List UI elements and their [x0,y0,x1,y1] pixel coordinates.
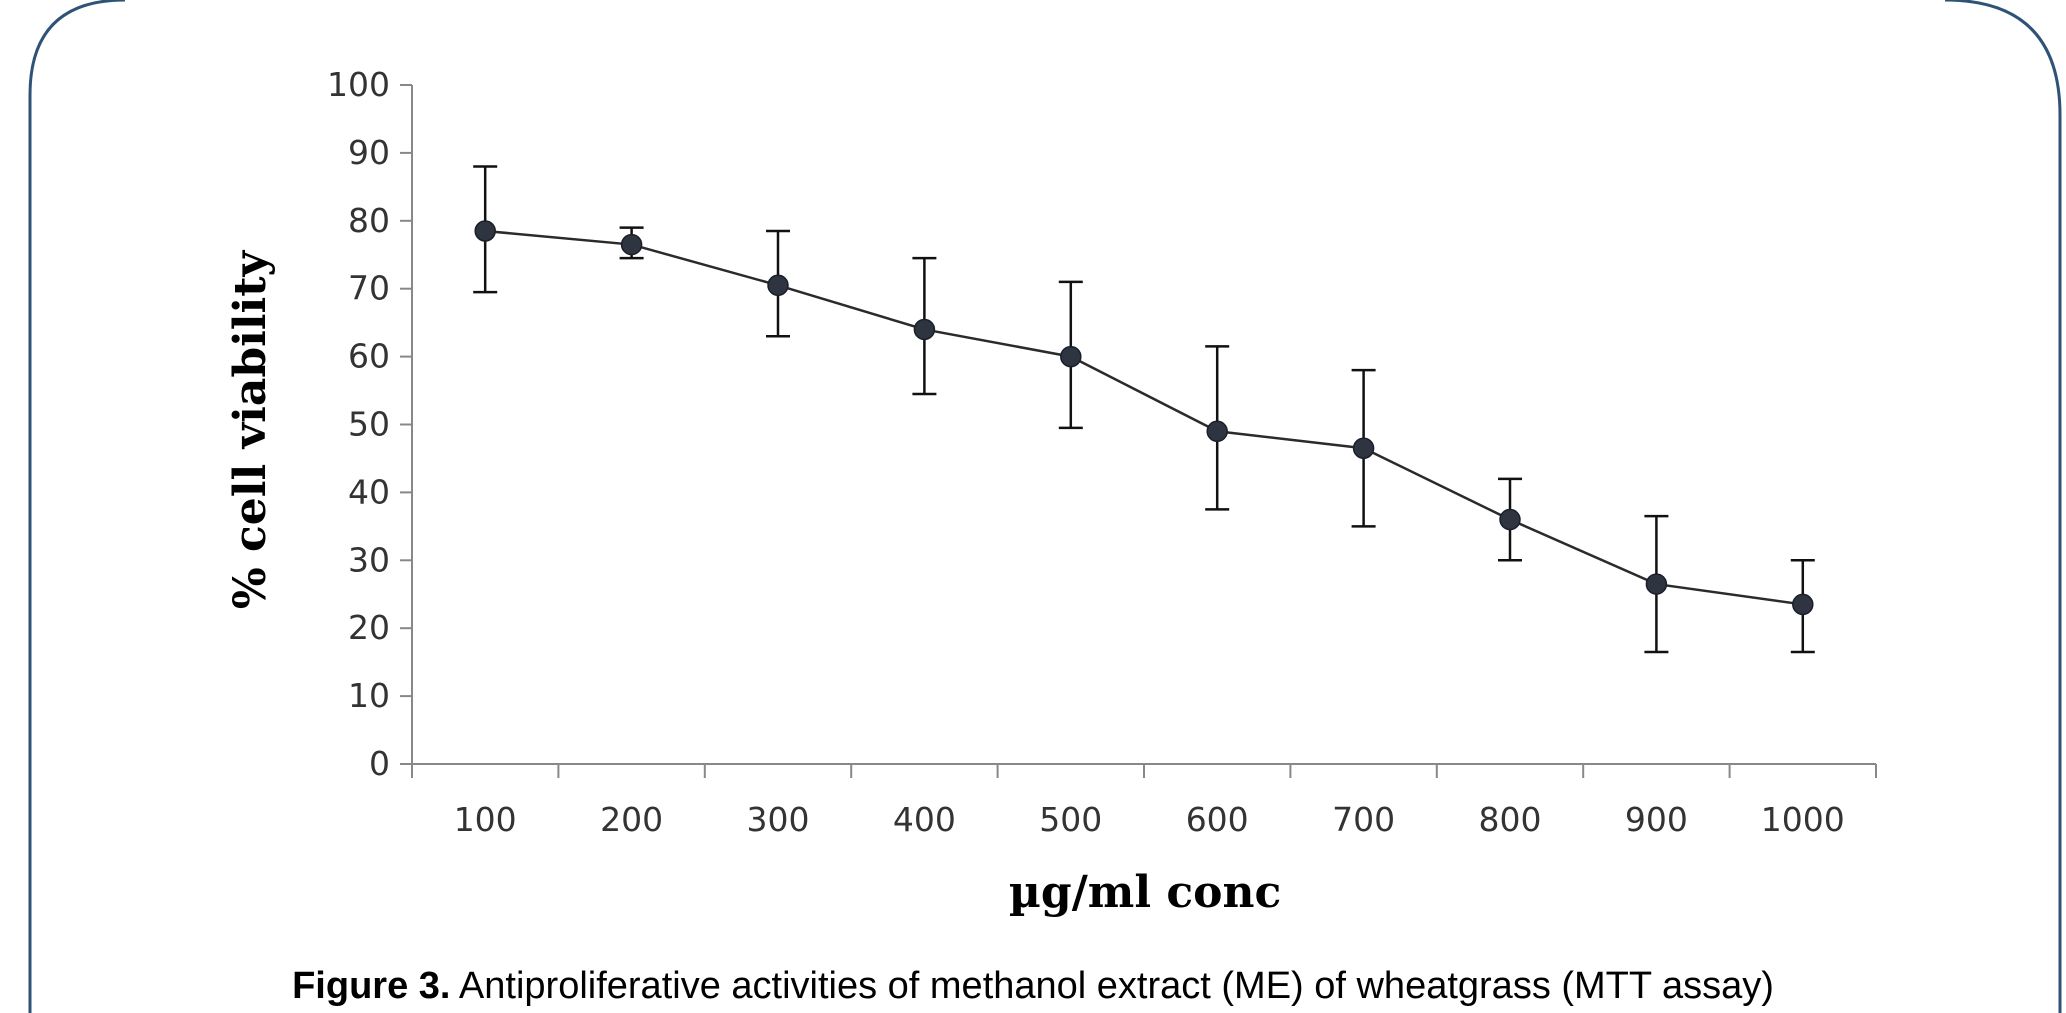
x-axis-title: µg/ml conc [1009,867,1282,918]
y-tick-label: 40 [348,472,390,511]
data-point [1645,573,1668,595]
y-tick-label: 60 [348,337,390,376]
y-axis-title: % cell viability [225,249,276,609]
y-tick-label: 20 [348,608,390,647]
data-point [1206,420,1228,443]
x-tick-label: 500 [1039,800,1102,839]
x-tick-label: 100 [454,800,517,839]
y-tick-label: 100 [327,65,390,104]
x-tick-label: 900 [1625,800,1688,839]
data-point [1352,437,1375,460]
y-tick-label: 90 [348,133,390,172]
x-tick-label: 400 [893,800,956,839]
series-line [485,229,1803,606]
caption-label: Figure 3. [292,965,451,1007]
data-point [1499,508,1521,531]
x-tick-label: 700 [1332,800,1395,839]
x-tick-label: 200 [600,800,663,839]
x-tick-label: 600 [1186,800,1249,839]
x-tick-label: 800 [1479,800,1542,839]
y-tick-label: 80 [348,201,390,240]
error-bars [473,165,1815,654]
data-point [1792,593,1814,616]
x-tick-label: 300 [747,800,810,839]
x-axis: 100 200 300 400 500 600 700 800 900 1000 [411,763,1877,839]
series-line-group [485,229,1803,606]
y-tick-label: 70 [348,269,390,308]
data-markers [474,220,1814,616]
y-tick-label: 30 [348,540,390,579]
y-tick-label: 50 [348,405,390,444]
data-point [474,220,496,242]
figure-caption: Figure 3. Antiproliferative activities o… [0,965,2066,1008]
data-point [913,318,936,341]
data-point [767,274,789,297]
data-point [620,233,643,256]
y-tick-label: 0 [369,744,390,783]
data-point [1060,345,1082,368]
x-tick-label: 1000 [1761,800,1845,839]
y-tick-label: 10 [348,676,390,715]
caption-text: Antiproliferative activities of methanol… [450,965,1774,1007]
y-axis: 0 10 20 30 40 50 60 70 80 90 100 [327,65,413,783]
